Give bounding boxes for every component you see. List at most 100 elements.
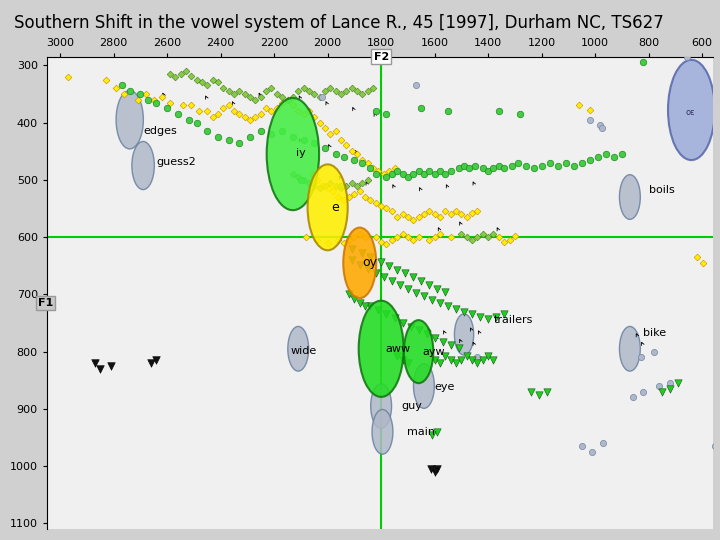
Point xyxy=(437,338,449,346)
Point xyxy=(506,161,518,170)
Point xyxy=(311,176,323,184)
Point xyxy=(637,58,649,67)
Point xyxy=(177,101,189,110)
Point xyxy=(261,104,272,112)
Point xyxy=(233,110,245,118)
Point xyxy=(413,167,424,176)
Point xyxy=(493,233,505,241)
Point xyxy=(392,266,403,275)
Point xyxy=(308,112,320,121)
Point xyxy=(338,195,349,204)
Point xyxy=(207,75,218,84)
Point xyxy=(375,238,387,246)
Point xyxy=(169,72,181,81)
Point xyxy=(228,90,240,98)
Point xyxy=(295,176,307,184)
Point xyxy=(429,210,441,219)
Point xyxy=(450,359,462,367)
Point xyxy=(292,173,304,181)
Point xyxy=(330,181,341,190)
Point xyxy=(100,75,112,84)
Point xyxy=(389,314,400,323)
Point xyxy=(311,235,323,244)
Point xyxy=(308,90,320,98)
Point xyxy=(459,307,470,316)
Text: Southern Shift in the vowel system of Lance R., 45 [1997], Durham NC, TS627: Southern Shift in the vowel system of La… xyxy=(14,14,664,31)
Text: eye: eye xyxy=(435,382,455,392)
Point xyxy=(300,233,312,241)
Point xyxy=(271,104,282,112)
Point xyxy=(672,379,684,388)
Point xyxy=(282,96,293,104)
Point xyxy=(287,170,299,178)
Point xyxy=(356,158,368,167)
Circle shape xyxy=(619,174,640,219)
Point xyxy=(408,215,419,224)
Point xyxy=(250,96,261,104)
Point xyxy=(525,387,536,396)
Point xyxy=(596,124,608,133)
Point xyxy=(322,184,333,193)
Point xyxy=(469,161,480,170)
Point xyxy=(402,213,414,221)
Point xyxy=(429,334,441,343)
Point xyxy=(520,161,531,170)
Point xyxy=(336,181,347,190)
Point xyxy=(202,107,213,116)
Point xyxy=(450,207,462,215)
Point xyxy=(397,230,408,239)
Point xyxy=(587,448,598,456)
Point xyxy=(595,121,606,130)
Point xyxy=(207,112,218,121)
Point xyxy=(434,359,446,367)
Point xyxy=(665,379,676,388)
Point xyxy=(370,170,382,178)
Point xyxy=(348,233,360,241)
Point xyxy=(370,198,382,207)
Point xyxy=(308,138,320,147)
Point xyxy=(381,110,392,118)
Point xyxy=(351,150,363,158)
Point xyxy=(348,295,360,303)
Point xyxy=(397,319,408,327)
Point xyxy=(186,71,197,80)
Point xyxy=(698,259,709,267)
Point xyxy=(370,268,382,277)
Point xyxy=(338,239,349,247)
Point xyxy=(336,184,347,193)
Point xyxy=(317,92,328,101)
Point xyxy=(445,210,456,219)
Point xyxy=(333,235,344,244)
Point xyxy=(183,116,194,124)
Point xyxy=(364,253,376,261)
Point xyxy=(217,104,229,112)
Point xyxy=(490,313,502,322)
Point xyxy=(456,210,467,219)
Point xyxy=(665,384,676,393)
Point xyxy=(196,78,207,87)
Point xyxy=(573,101,585,110)
Point xyxy=(431,428,443,436)
Point xyxy=(534,390,545,399)
Point xyxy=(445,340,456,349)
Point xyxy=(161,104,173,112)
Point xyxy=(408,170,419,178)
Text: iy: iy xyxy=(295,148,305,158)
Point xyxy=(356,178,368,187)
Point xyxy=(418,292,430,300)
Point xyxy=(710,442,720,450)
Point xyxy=(493,107,505,116)
Point xyxy=(303,178,315,187)
Circle shape xyxy=(371,384,392,428)
Point xyxy=(487,230,499,239)
Text: F1: F1 xyxy=(38,298,53,308)
Point xyxy=(164,70,176,78)
Point xyxy=(255,127,266,136)
Point xyxy=(186,101,197,110)
Point xyxy=(343,290,355,299)
Point xyxy=(140,90,151,98)
Point xyxy=(410,288,422,297)
Point xyxy=(482,352,494,361)
Text: e: e xyxy=(332,201,339,214)
Point xyxy=(319,124,330,133)
